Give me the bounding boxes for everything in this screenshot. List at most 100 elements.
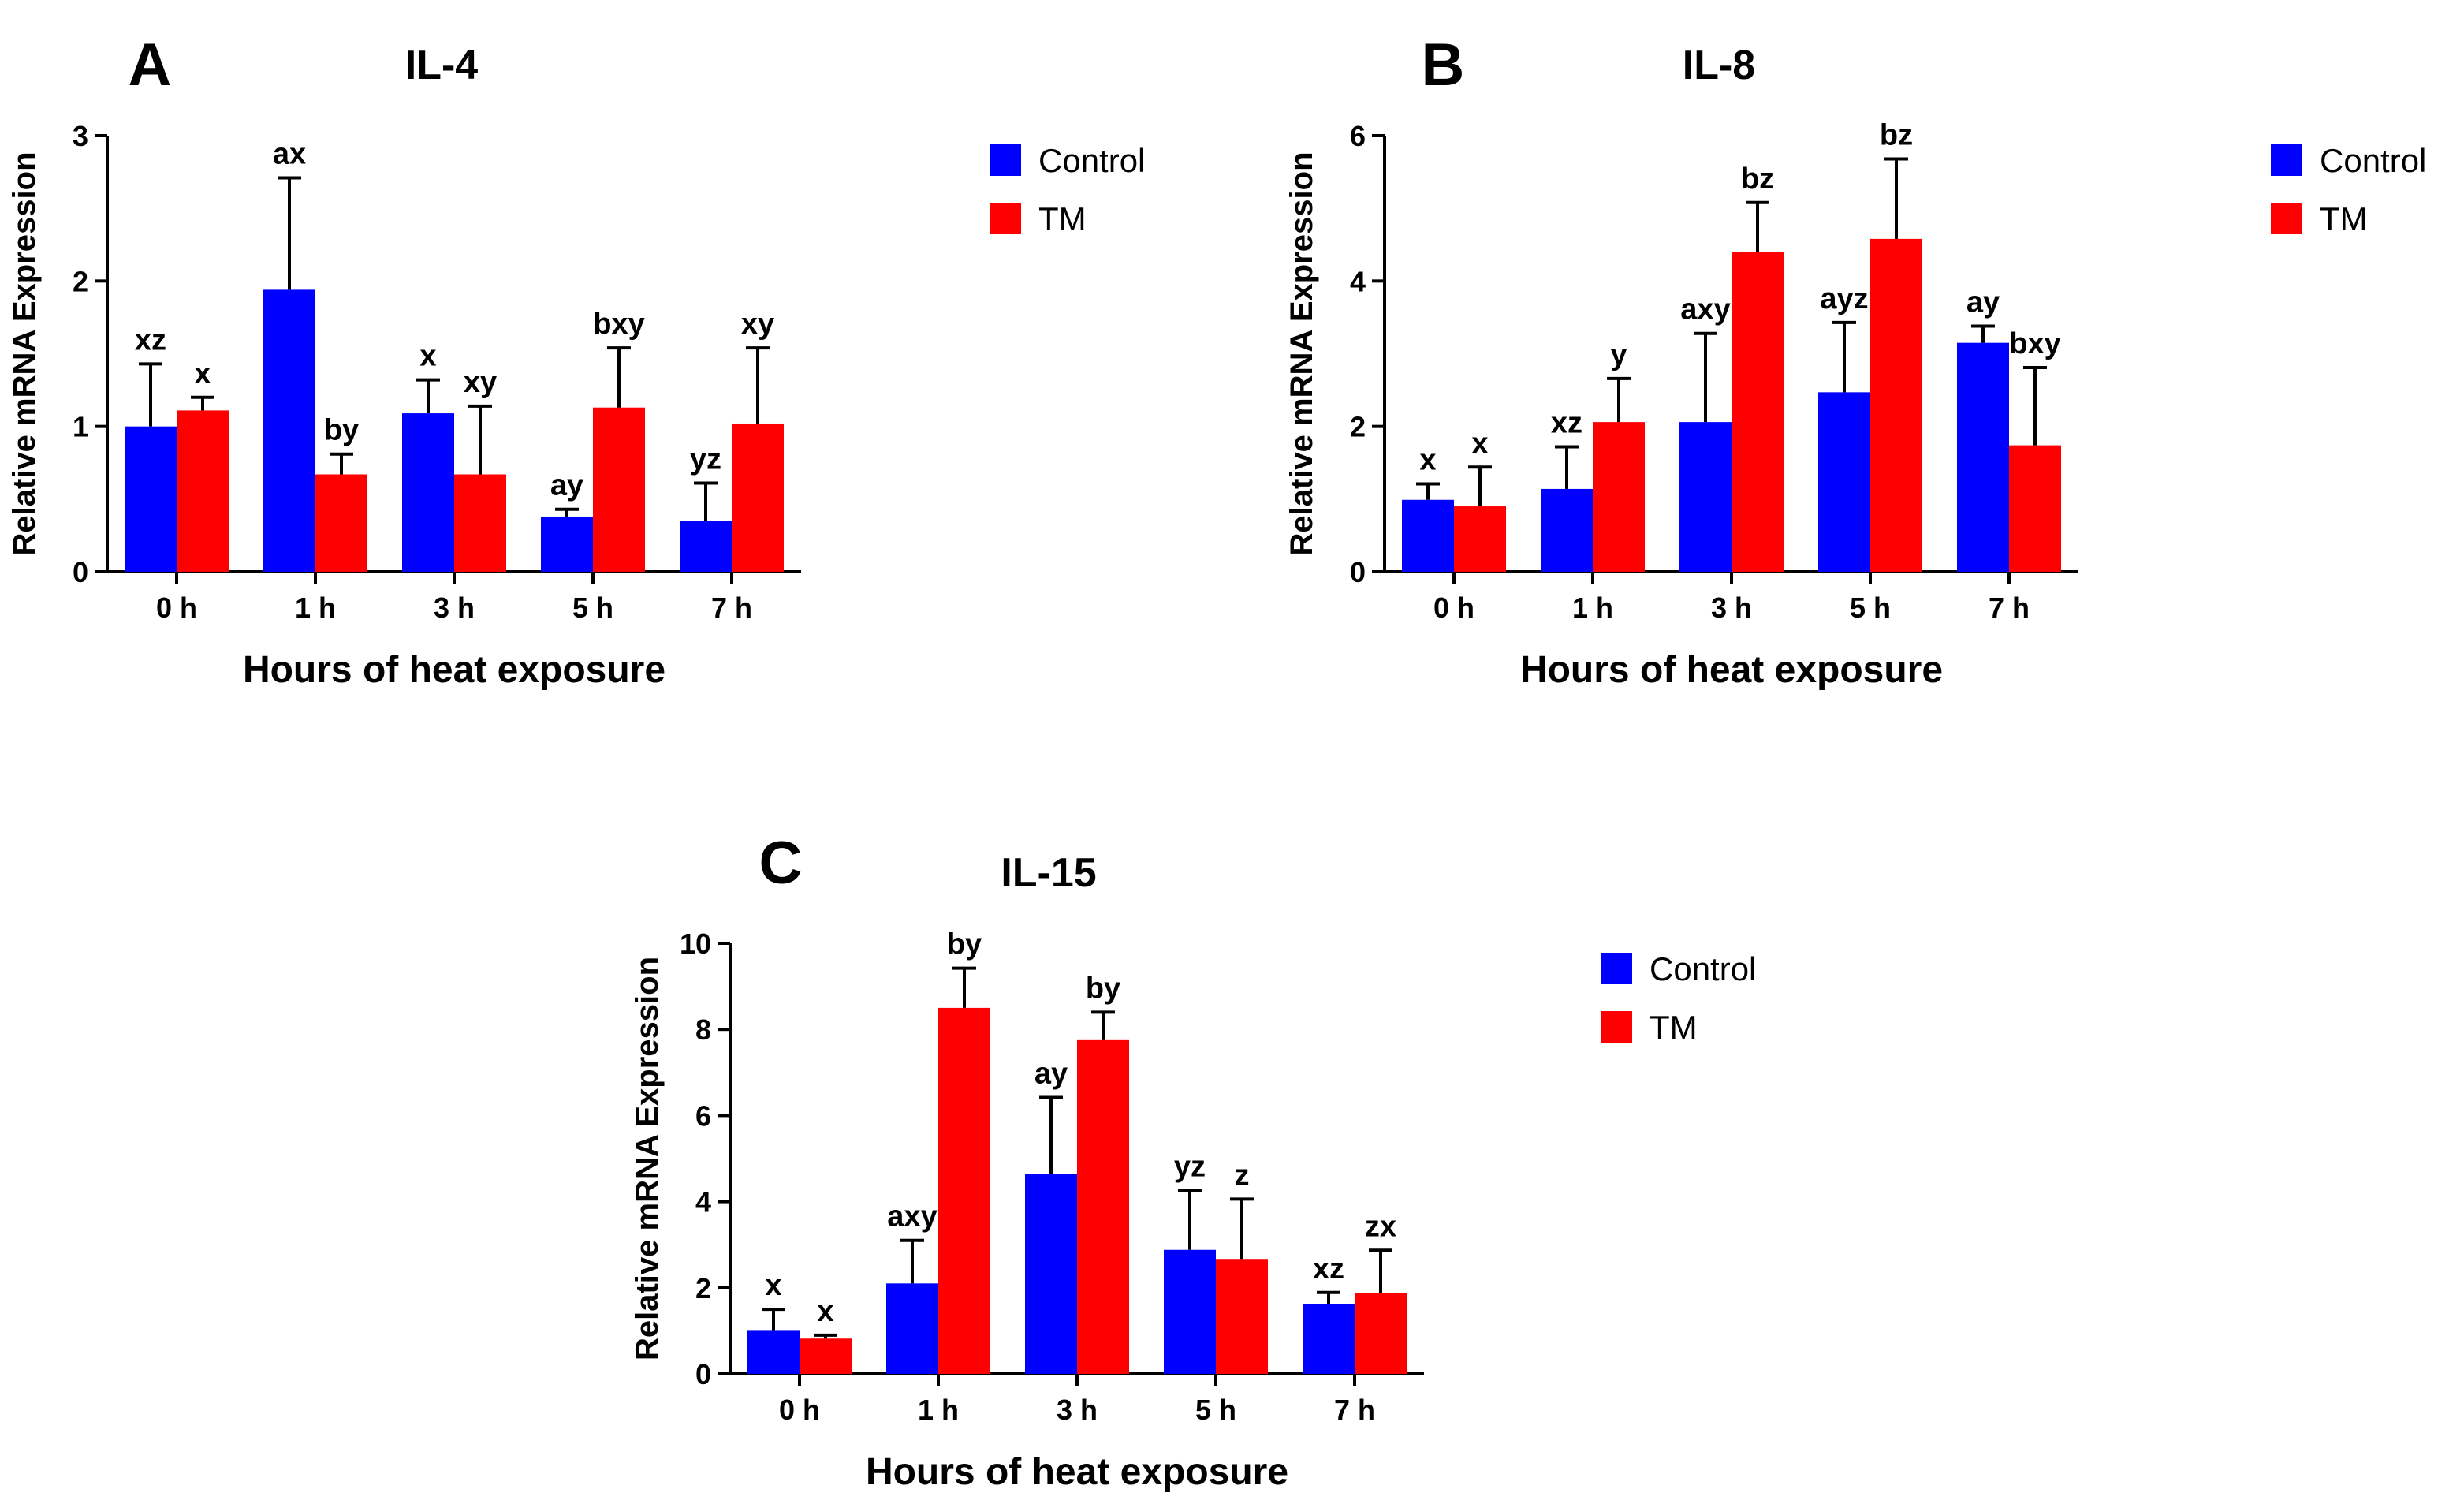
significance-label: xz <box>135 323 166 356</box>
x-axis-title: Hours of heat exposure <box>1520 649 1943 691</box>
significance-label: xz <box>1313 1252 1344 1286</box>
x-tick-label: 3 h <box>1711 592 1752 624</box>
significance-label: xy <box>464 366 497 399</box>
bar-control <box>402 413 454 572</box>
legend-swatch-control <box>2271 144 2302 176</box>
significance-label: xz <box>1551 406 1582 439</box>
y-tick-label: 0 <box>695 1358 711 1390</box>
y-axis-title: Relative mRNA Expression <box>630 957 665 1360</box>
bar-tm <box>177 410 229 572</box>
significance-label: x <box>817 1295 833 1328</box>
y-tick-label: 0 <box>1350 556 1366 588</box>
legend-label: Control <box>1650 950 1756 987</box>
panel-letter: A <box>129 32 172 99</box>
legend: Control TM <box>1601 950 1756 1046</box>
x-tick-label: 0 h <box>156 592 197 624</box>
bar-tm <box>1870 238 1922 572</box>
legend-swatch-tm <box>2271 203 2302 234</box>
significance-label: z <box>1235 1159 1250 1192</box>
legend-label: Control <box>1038 142 1145 179</box>
chart-title: IL-8 <box>1683 43 1755 88</box>
significance-label: yz <box>1174 1150 1206 1183</box>
bar-control <box>1818 392 1870 572</box>
legend: Control TM <box>990 142 1145 237</box>
y-axis-title: Relative mRNA Expression <box>7 151 42 555</box>
significance-label: yz <box>690 443 721 476</box>
x-axis-title: Hours of heat exposure <box>243 649 665 691</box>
significance-label: ax <box>273 137 306 170</box>
y-tick-label: 0 <box>73 556 88 588</box>
x-tick-label: 7 h <box>711 592 752 624</box>
bar-tm <box>800 1338 852 1374</box>
significance-label: bxy <box>593 308 644 341</box>
chart-panel-c: C IL-15 0 2 4 6 8 10 Relative mRNA Expression 0 h… <box>630 830 1756 1493</box>
chart-title: IL-15 <box>1001 850 1096 896</box>
bar-control <box>1541 488 1593 572</box>
x-tick-label: 0 h <box>1433 592 1474 624</box>
bar-tm <box>593 407 645 572</box>
y-tick-label: 1 <box>73 411 88 443</box>
significance-label: by <box>1086 972 1120 1005</box>
bar-control <box>1303 1304 1355 1374</box>
bar-tm <box>938 1007 990 1374</box>
chart-title: IL-4 <box>405 43 479 88</box>
significance-label: ayz <box>1820 282 1868 315</box>
significance-label: by <box>324 414 359 447</box>
significance-label: bz <box>1741 162 1774 196</box>
x-tick-label: 7 h <box>1334 1394 1375 1426</box>
x-tick-label: 1 h <box>918 1394 959 1426</box>
x-axis-title: Hours of heat exposure <box>866 1451 1288 1493</box>
y-tick-label: 8 <box>695 1013 711 1046</box>
y-tick-label: 4 <box>695 1186 711 1219</box>
legend-label: TM <box>1038 200 1087 237</box>
y-tick-label: 2 <box>695 1272 711 1304</box>
significance-label: axy <box>1680 293 1730 327</box>
y-tick-label: 2 <box>73 265 88 297</box>
bar-control <box>680 521 732 572</box>
significance-label: zx <box>1365 1210 1396 1243</box>
panel-letter: C <box>759 830 803 897</box>
x-tick-label: 1 h <box>1572 592 1613 624</box>
significance-label: ay <box>1966 285 2000 319</box>
significance-label: bxy <box>2009 327 2060 360</box>
bar-control <box>541 516 593 572</box>
y-tick-label: 6 <box>695 1099 711 1132</box>
bar-tm <box>1454 506 1506 572</box>
significance-label: y <box>1610 338 1627 371</box>
y-tick-label: 4 <box>1350 265 1366 297</box>
x-tick-label: 7 h <box>1989 592 2030 624</box>
bar-control <box>1957 342 2009 572</box>
bar-tm <box>1355 1293 1407 1374</box>
y-tick-label: 3 <box>73 120 88 152</box>
bar-tm <box>454 474 506 572</box>
x-tick-label: 5 h <box>1195 1394 1236 1426</box>
significance-label: bz <box>1880 118 1913 151</box>
significance-label: ay <box>1034 1057 1068 1090</box>
legend-label: TM <box>2320 200 2368 237</box>
legend-swatch-control <box>990 144 1021 176</box>
chart-panel-b: B IL-8 0 2 4 6 Relative mRNA Expression 0 h x x 1 … <box>1284 32 2426 691</box>
significance-label: x <box>419 340 436 373</box>
bar-control <box>747 1330 800 1374</box>
bar-tm <box>315 474 367 572</box>
significance-label: x <box>1419 443 1436 476</box>
legend: Control TM <box>2271 142 2426 237</box>
x-tick-label: 3 h <box>434 592 475 624</box>
bar-control <box>886 1283 938 1374</box>
y-tick-label: 2 <box>1350 411 1366 443</box>
bar-control <box>1402 499 1454 572</box>
bar-tm <box>1732 252 1784 572</box>
legend-swatch-control <box>1601 953 1632 984</box>
x-tick-label: 3 h <box>1057 1394 1098 1426</box>
x-tick-label: 0 h <box>779 1394 820 1426</box>
bar-control <box>263 289 315 572</box>
significance-label: xy <box>741 308 774 341</box>
bar-control <box>1679 422 1732 572</box>
significance-label: x <box>1471 427 1488 460</box>
x-tick-label: 5 h <box>1850 592 1891 624</box>
bar-tm <box>732 423 784 572</box>
y-tick-label: 10 <box>680 927 711 960</box>
bar-control <box>125 426 177 572</box>
